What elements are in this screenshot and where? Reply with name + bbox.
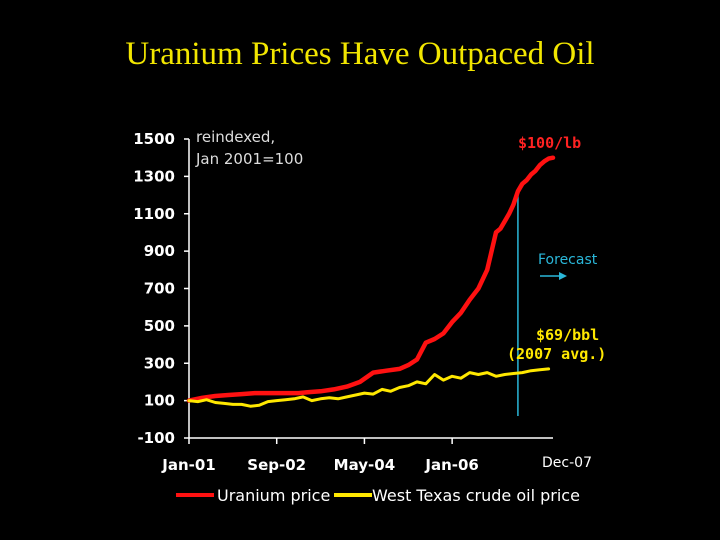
x-tick-label-last: Dec-07 [542, 455, 592, 471]
oil-avg-label-line2: (2007 avg.) [507, 345, 606, 363]
y-tick-label: 100 [144, 392, 175, 410]
chart-legend: Uranium price West Texas crude oil price [176, 486, 580, 505]
y-tick-label: 1500 [133, 130, 175, 148]
series-line-oil [187, 367, 551, 408]
x-tick-label: May-04 [334, 456, 395, 474]
oil-avg-label-line1: $69/bbl [536, 326, 599, 344]
y-tick-label: 300 [144, 354, 175, 372]
y-tick-label: 900 [144, 242, 175, 260]
forecast-label: Forecast [538, 252, 598, 268]
page-title: Uranium Prices Have Outpaced Oil [125, 36, 595, 72]
y-tick-label: -100 [137, 429, 175, 447]
y-tick-label: 1100 [133, 205, 175, 223]
chart-series [186, 155, 556, 416]
y-note-line2: Jan 2001=100 [195, 150, 303, 168]
legend-label-uranium: Uranium price [217, 486, 330, 505]
y-tick-label: 1300 [133, 167, 175, 185]
y-tick-label: 500 [144, 317, 175, 335]
chart-ticks: 1500 1300 1100 900 700 500 300 100 -100 Jan-01 Sep… [133, 130, 592, 474]
y-tick-label: 700 [144, 280, 175, 298]
series-line-uranium [186, 155, 556, 403]
x-tick-label: Sep-02 [247, 456, 306, 474]
legend-label-oil: West Texas crude oil price [372, 486, 580, 505]
y-note-line1: reindexed, [196, 128, 275, 146]
uranium-end-label: $100/lb [518, 134, 581, 152]
x-tick-label: Jan-01 [161, 456, 215, 474]
forecast-arrow-icon [540, 272, 567, 280]
chart-annotations: reindexed, Jan 2001=100 $100/lb $69/bbl … [195, 128, 606, 363]
x-tick-label: Jan-06 [424, 456, 478, 474]
